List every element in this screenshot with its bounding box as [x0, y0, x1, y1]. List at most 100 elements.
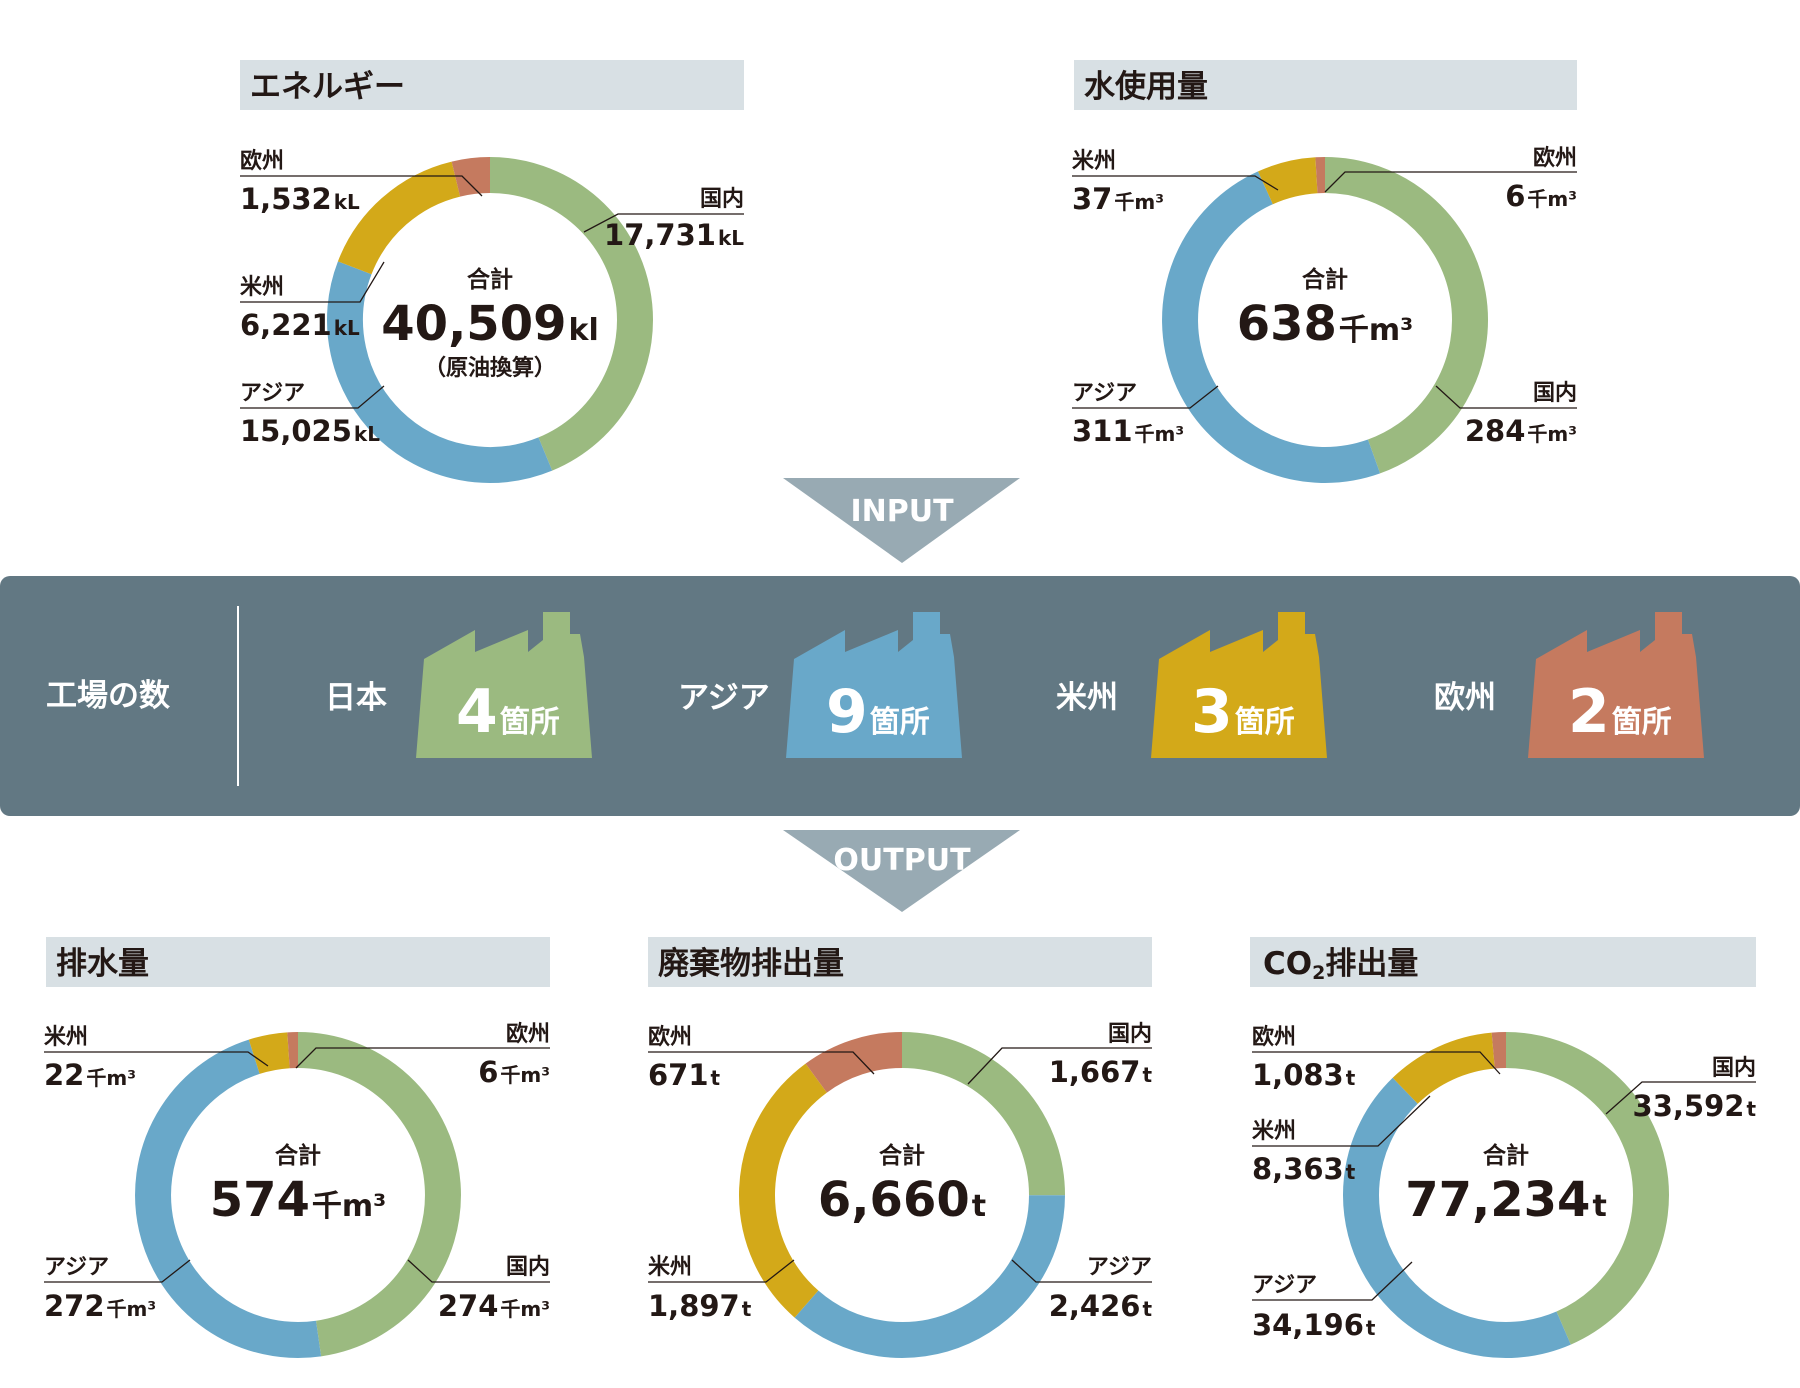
leader-line	[240, 385, 385, 409]
energy-label-europe-region: 欧州	[240, 148, 284, 174]
wastewater-label-europe-value: 6 千m³	[478, 1055, 550, 1089]
donut-slice-americas	[248, 1032, 291, 1075]
energy-label-asia-region: アジア	[240, 381, 305, 406]
waste-label-asia-value: 2,426 t	[1049, 1289, 1153, 1323]
wastewater-label-asia-value: 272 千m³	[44, 1289, 156, 1323]
co2-total: 77,234t	[1405, 1172, 1607, 1228]
donut-slice-europe	[451, 157, 491, 197]
factory-count-asia: 9箇所	[826, 677, 930, 747]
water-label-americas-region: 米州	[1072, 149, 1116, 174]
factory-band: 工場の数 日本 4箇所 アジア 9箇所 米州 3箇所 欧州 2箇所	[0, 576, 1800, 816]
donut-slice-asia	[794, 1194, 1065, 1358]
leader-line	[1252, 1051, 1501, 1075]
wastewater-donut-chart: 合計 574千m³	[135, 1031, 461, 1358]
co2-total-label: 合計	[1483, 1142, 1529, 1169]
wastewater-label-domestic-value: 274 千m³	[438, 1289, 550, 1323]
factory-count-europe: 2箇所	[1568, 677, 1672, 747]
factory-icon-americas: 3箇所	[1151, 612, 1327, 758]
input-arrow-shape	[783, 478, 1020, 563]
leader-line	[1605, 1081, 1756, 1115]
factory-region-asia: アジア	[678, 680, 770, 716]
waste-labels: 欧州 671 t 国内 1,667 t 米州 1,897 t アジア 2,426 t	[648, 1022, 1152, 1323]
waste-label-europe-region: 欧州	[648, 1024, 692, 1050]
energy-label-americas-value: 6,221 kL	[240, 308, 360, 342]
leader-line	[407, 1259, 550, 1283]
donut-slice-domestic	[901, 1032, 1066, 1196]
leader-line	[1324, 171, 1577, 193]
waste-title: 廃棄物排出量	[658, 946, 844, 982]
donut-slice-domestic	[489, 157, 653, 471]
donut-slice-domestic	[1324, 157, 1488, 474]
leader-line	[240, 175, 483, 197]
water-total-value: 638	[1237, 296, 1337, 352]
leader-line	[583, 213, 744, 233]
donut-slice-americas	[1258, 157, 1319, 205]
energy-total-value: 40,509	[381, 296, 566, 352]
wastewater-header: 排水量	[46, 937, 550, 987]
factory-shape-asia	[786, 612, 962, 758]
input-label: INPUT	[850, 494, 954, 529]
energy-label-europe-value: 1,532 kL	[240, 182, 360, 216]
factory-icon-japan: 4箇所	[416, 612, 592, 758]
donut-slice-asia	[1343, 1077, 1571, 1358]
factory-count-americas: 3箇所	[1191, 677, 1295, 747]
energy-donut-arcs	[327, 157, 653, 483]
factory-shape-japan	[416, 612, 592, 758]
factory-icon-europe: 2箇所	[1528, 612, 1704, 758]
waste-total-unit: t	[972, 1189, 986, 1224]
donut-slice-americas	[1392, 1032, 1496, 1105]
waste-total-label: 合計	[879, 1142, 925, 1169]
energy-label-americas-region: 米州	[240, 275, 284, 300]
factory-icon-asia: 9箇所	[786, 612, 962, 758]
factory-region-japan: 日本	[325, 680, 387, 716]
energy-title: エネルギー	[250, 69, 405, 105]
wastewater-total-unit: 千m³	[312, 1189, 386, 1224]
co2-header: CO2排出量	[1250, 937, 1756, 987]
donut-slice-asia	[327, 261, 553, 483]
energy-labels: 欧州 1,532 kL 米州 6,221 kL アジア 15,025 kL 国内 17…	[240, 148, 744, 448]
leader-line	[648, 1259, 795, 1283]
wastewater-total-value: 574	[210, 1172, 310, 1228]
water-total-label: 合計	[1302, 266, 1348, 293]
energy-total-label: 合計	[467, 266, 513, 293]
energy-label-asia-value: 15,025 kL	[240, 414, 380, 448]
wastewater-label-americas-value: 22 千m³	[44, 1058, 136, 1092]
waste-label-americas-region: 米州	[648, 1255, 692, 1280]
leader-line	[1011, 1259, 1152, 1283]
donut-slice-europe	[805, 1032, 903, 1093]
water-donut-arcs	[1162, 156, 1488, 483]
factory-shape-europe	[1528, 612, 1704, 758]
factory-region-americas: 米州	[1056, 680, 1118, 716]
water-total: 638千m³	[1237, 296, 1414, 352]
co2-title: CO2排出量	[1263, 946, 1418, 984]
energy-header-bg	[240, 60, 744, 110]
co2-header-bg	[1250, 937, 1756, 987]
output-label: OUTPUT	[833, 843, 971, 878]
wastewater-header-bg	[46, 937, 550, 987]
waste-donut-arcs	[739, 1032, 1066, 1358]
co2-labels: 欧州 1,083 t 米州 8,363 t 国内 33,592 t アジア 34,19…	[1252, 1024, 1756, 1342]
energy-label-domestic-value: 17,731 kL	[604, 218, 744, 252]
waste-label-europe-value: 671 t	[648, 1058, 721, 1092]
donut-slice-americas	[739, 1063, 828, 1318]
leader-line	[1435, 385, 1577, 409]
leader-line	[1252, 1261, 1413, 1301]
leader-line	[1072, 385, 1219, 409]
water-label-asia-region: アジア	[1072, 381, 1137, 406]
water-label-europe-region: 欧州	[1533, 145, 1577, 171]
water-donut-chart: 合計 638千m³	[1162, 156, 1488, 483]
energy-total-unit: kl	[569, 313, 599, 348]
co2-label-domestic-region: 国内	[1712, 1056, 1756, 1081]
donut-slice-domestic	[297, 1032, 461, 1357]
factory-count-japan: 4箇所	[456, 677, 560, 747]
energy-total: 40,509kl	[381, 296, 598, 352]
co2-label-americas-region: 米州	[1252, 1119, 1296, 1144]
wastewater-total-label: 合計	[275, 1142, 321, 1169]
water-header-bg	[1074, 60, 1577, 110]
donut-slice-domestic	[1505, 1032, 1669, 1345]
factory-shape-americas	[1151, 612, 1327, 758]
water-total-unit: 千m³	[1339, 313, 1413, 348]
waste-label-domestic-region: 国内	[1108, 1022, 1152, 1047]
leader-line	[44, 1259, 191, 1283]
wastewater-labels: 米州 22 千m³ 欧州 6 千m³ アジア 272 千m³ 国内 274 千m³	[44, 1021, 550, 1323]
